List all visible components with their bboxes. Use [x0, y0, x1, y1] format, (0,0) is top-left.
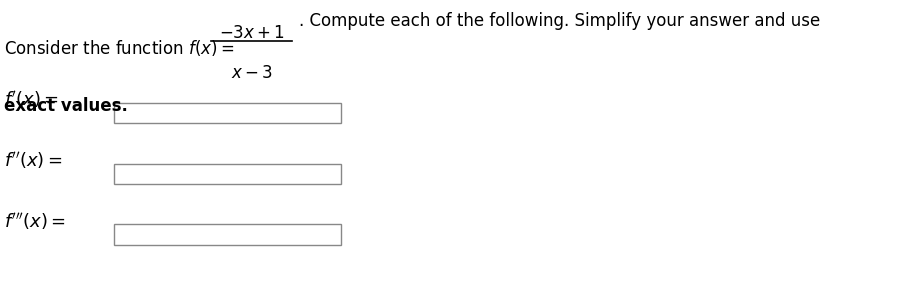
FancyBboxPatch shape	[114, 224, 341, 245]
Text: $f''(x) =$: $f''(x) =$	[4, 150, 63, 171]
FancyBboxPatch shape	[114, 164, 341, 184]
Text: $f'''(x) =$: $f'''(x) =$	[4, 211, 66, 232]
Text: $f'(x) =$: $f'(x) =$	[4, 90, 59, 111]
Text: exact values.: exact values.	[4, 97, 128, 116]
Text: Consider the function $f(x) =$: Consider the function $f(x) =$	[4, 38, 234, 58]
FancyBboxPatch shape	[114, 103, 341, 123]
Text: . Compute each of the following. Simplify your answer and use: . Compute each of the following. Simplif…	[299, 12, 820, 30]
Text: $-3x + 1$: $-3x + 1$	[219, 24, 285, 42]
Text: $x - 3$: $x - 3$	[231, 63, 273, 81]
